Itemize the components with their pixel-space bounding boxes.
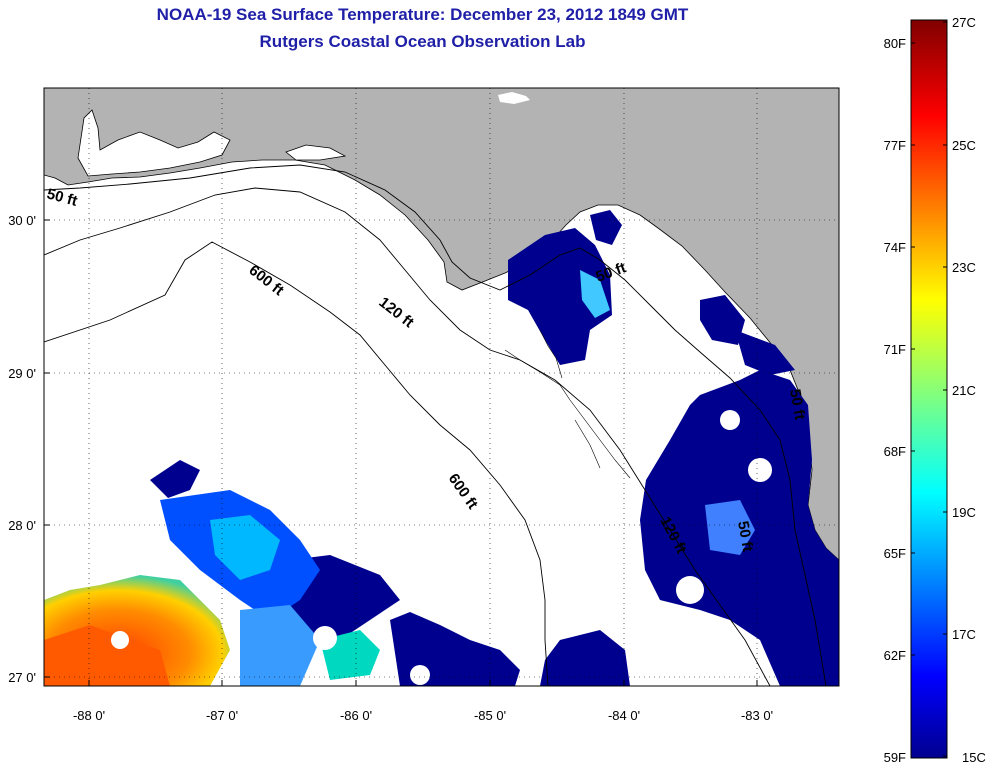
- axis-ticks: [44, 219, 758, 686]
- colorbar-f-label: 68F: [884, 444, 906, 459]
- map-title: NOAA-19 Sea Surface Temperature: Decembe…: [156, 5, 689, 24]
- lat-tick-label: 28 0': [8, 518, 36, 533]
- colorbar-f-label: 65F: [884, 546, 906, 561]
- bay: [285, 144, 347, 161]
- lon-tick-label: -86 0': [340, 708, 372, 723]
- lon-tick-label: -88 0': [73, 708, 105, 723]
- bay: [498, 92, 530, 104]
- contour-label: 50 ft: [734, 520, 756, 553]
- colorbar-f-label: 59F: [884, 750, 906, 765]
- colorbar-c-label: 23C: [952, 260, 976, 275]
- colorbar-c-label: 17C: [952, 627, 976, 642]
- colorbar-ticks: [911, 21, 947, 757]
- colorbar-c-label: 15C: [962, 750, 986, 765]
- lon-tick-label: -83 0': [741, 708, 773, 723]
- moderate-sst-patches: [160, 270, 755, 686]
- lat-tick-label: 27 0': [8, 670, 36, 685]
- colorbar-f-label: 71F: [884, 342, 906, 357]
- colorbar-c-label: 25C: [952, 138, 976, 153]
- lat-tick-label: 29 0': [8, 366, 36, 381]
- coastline-detail: [504, 329, 631, 479]
- depth-contours: [44, 164, 827, 686]
- colorbar-c-label: 19C: [952, 505, 976, 520]
- bay: [77, 109, 231, 177]
- colorbar-f-label: 74F: [884, 240, 906, 255]
- colorbar-f-label: 62F: [884, 648, 906, 663]
- cloud-masks: [111, 410, 772, 685]
- colorbar-c-label: 21C: [952, 383, 976, 398]
- contour-label: 50 ft: [786, 388, 808, 421]
- lat-tick-label: 30 0': [8, 213, 36, 228]
- lon-tick-label: -84 0': [608, 708, 640, 723]
- lon-tick-label: -87 0': [206, 708, 238, 723]
- colorbar: [910, 19, 948, 759]
- colorbar-f-label: 80F: [884, 36, 906, 51]
- map-subtitle: Rutgers Coastal Ocean Observation Lab: [259, 32, 586, 51]
- colorbar-f-label: 77F: [884, 138, 906, 153]
- warm-sst-core: [44, 625, 170, 686]
- colorbar-c-label: 27C: [952, 15, 976, 30]
- lon-tick-label: -85 0': [474, 708, 506, 723]
